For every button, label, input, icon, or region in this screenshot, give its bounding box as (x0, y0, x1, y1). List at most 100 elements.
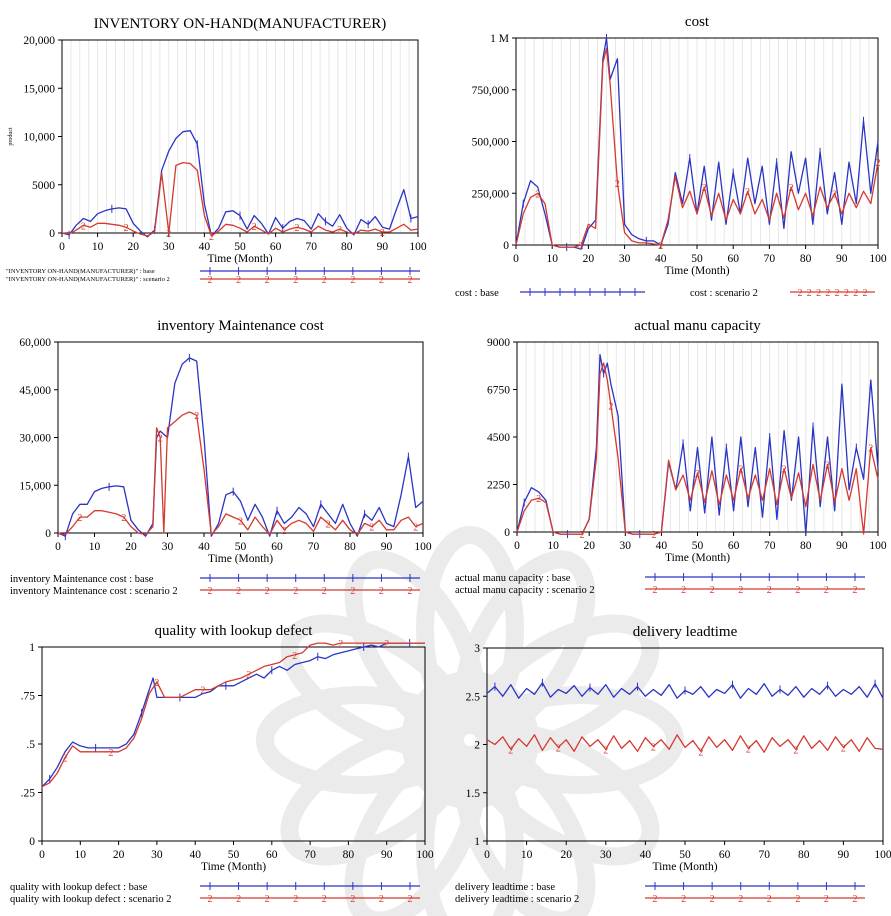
x-tick-label: 60 (719, 849, 731, 861)
legend-marker: 2 (236, 586, 241, 597)
data-point-marker: 2 (608, 401, 613, 412)
gridlines (61, 40, 419, 233)
x-tick-label: 30 (163, 241, 175, 253)
chart-title: quality with lookup defect (155, 623, 314, 639)
x-axis-label: Time (Month) (207, 253, 272, 265)
legend-label-scenario: quality with lookup defect : scenario 2 (10, 894, 172, 905)
data-point-marker: 2 (326, 519, 331, 530)
series-scenario: 2 2 2 2 2 2 2 2 2 (516, 362, 879, 541)
series-base (515, 34, 879, 252)
data-point-marker: 2 (380, 228, 385, 239)
x-tick-label: 30 (162, 541, 174, 553)
x-tick-label: 0 (59, 241, 65, 253)
x-tick-label: 50 (691, 253, 703, 265)
chart-panel-delivery-leadtime: delivery leadtime 1 1.5 2 2.5 3 0 10 20 30 40 50 60 7… (445, 610, 891, 916)
x-tick-label: 100 (409, 241, 427, 253)
y-tick-label: 750,000 (472, 85, 510, 97)
x-tick-label: 100 (869, 253, 887, 265)
series-scenario: 2 2 2 2 2 2 2 2 2 (57, 411, 424, 537)
legend-marker: 2 (798, 288, 803, 299)
series-scenario: 2 2 2 2 2 2 2 2 (41, 639, 425, 788)
x-tick-label: 60 (727, 253, 739, 265)
legend-marker: 2 (835, 288, 840, 299)
legend: quality with lookup defect : basequality… (10, 882, 420, 905)
data-point-marker: 2 (868, 444, 873, 455)
data-point-marker: 2 (603, 745, 608, 756)
data-point-marker: 2 (413, 523, 418, 534)
data-point-marker: 2 (238, 516, 243, 527)
data-point-marker: 2 (832, 189, 837, 200)
plot-frame (57, 341, 424, 534)
data-point-marker: 2 (81, 221, 86, 232)
data-point-marker: 2 (384, 639, 389, 650)
legend-label-base: delivery leadtime : base (455, 882, 555, 893)
y-tick-label: 5000 (32, 180, 55, 192)
chart-title: cost (685, 14, 710, 30)
series-scenario: 2 2 2 2 2 2 2 2 (61, 161, 419, 243)
x-tick-label: 60 (266, 849, 278, 861)
y-tick-label: 0 (49, 228, 55, 240)
data-point-marker: 2 (338, 639, 343, 650)
legend-marker: 2 (208, 586, 213, 597)
legend-marker: 2 (807, 288, 812, 299)
x-tick-label: 50 (234, 241, 246, 253)
chart-imc: inventory Maintenance cost 0 15,000 30,000 4… (10, 318, 432, 597)
data-point-marker: 2 (166, 229, 171, 240)
plot-frame (41, 646, 426, 842)
x-tick-label: 0 (55, 541, 61, 553)
x-tick-label: 90 (836, 540, 848, 552)
x-tick-label: 50 (235, 541, 247, 553)
legend-label-base: "INVENTORY ON-HAND(MANUFACTURER)" : base (6, 268, 155, 275)
data-point-marker: 2 (695, 469, 700, 480)
x-tick-label: 50 (692, 540, 704, 552)
legend-marker: 2 (767, 894, 772, 905)
y-tick-label: 60,000 (19, 337, 51, 349)
x-axis-label: Time (Month) (664, 265, 729, 277)
legend-marker: 2 (322, 894, 327, 905)
x-tick-label: 10 (546, 253, 558, 265)
legend-marker: 2 (681, 585, 686, 596)
data-point-marker: 2 (782, 465, 787, 476)
x-axis-label: Time (Month) (652, 861, 717, 873)
legend-marker: 2 (350, 894, 355, 905)
y-tick-label: 4500 (487, 432, 510, 444)
y-tick-label: 2.5 (466, 691, 481, 703)
legend-marker: 2 (710, 585, 715, 596)
y-tick-label: 10,000 (23, 132, 55, 144)
y-tick-label: 250,000 (472, 188, 510, 200)
legend-marker: 2 (379, 275, 384, 286)
legend-label-base: inventory Maintenance cost : base (10, 574, 154, 585)
data-point-marker: 2 (698, 747, 703, 758)
series-scenario: 2 2 2 2 2 2 2 2 (486, 734, 884, 758)
legend-marker: 2 (208, 894, 213, 905)
x-tick-label: 30 (620, 540, 632, 552)
data-point-marker: 2 (282, 526, 287, 537)
chart-title: INVENTORY ON-HAND(MANUFACTURER) (94, 16, 387, 32)
x-tick-label: 20 (560, 849, 572, 861)
y-tick-label: 0 (45, 528, 51, 540)
legend-marker: 2 (236, 894, 241, 905)
legend-label-base: cost : base (455, 288, 499, 299)
legend-marker: 2 (795, 894, 800, 905)
x-tick-label: 10 (521, 849, 533, 861)
x-tick-label: 20 (583, 253, 595, 265)
data-point-marker: 2 (209, 232, 214, 243)
legend-marker: 2 (265, 275, 270, 286)
legend-marker: 2 (738, 585, 743, 596)
data-point-marker: 2 (154, 678, 159, 689)
data-point-marker: 2 (793, 745, 798, 756)
x-tick-label: 70 (764, 540, 776, 552)
y-tick-label: 2250 (487, 480, 510, 492)
x-tick-label: 40 (189, 849, 201, 861)
y-tick-label: 20,000 (23, 35, 55, 47)
data-point-marker: 2 (194, 411, 199, 422)
x-tick-label: 70 (305, 241, 317, 253)
x-tick-label: 0 (39, 849, 45, 861)
x-tick-label: 80 (800, 253, 812, 265)
legend-marker: 2 (853, 585, 858, 596)
legend-marker: 2 (825, 288, 830, 299)
data-point-marker: 2 (535, 189, 540, 200)
data-point-marker: 2 (292, 651, 297, 662)
